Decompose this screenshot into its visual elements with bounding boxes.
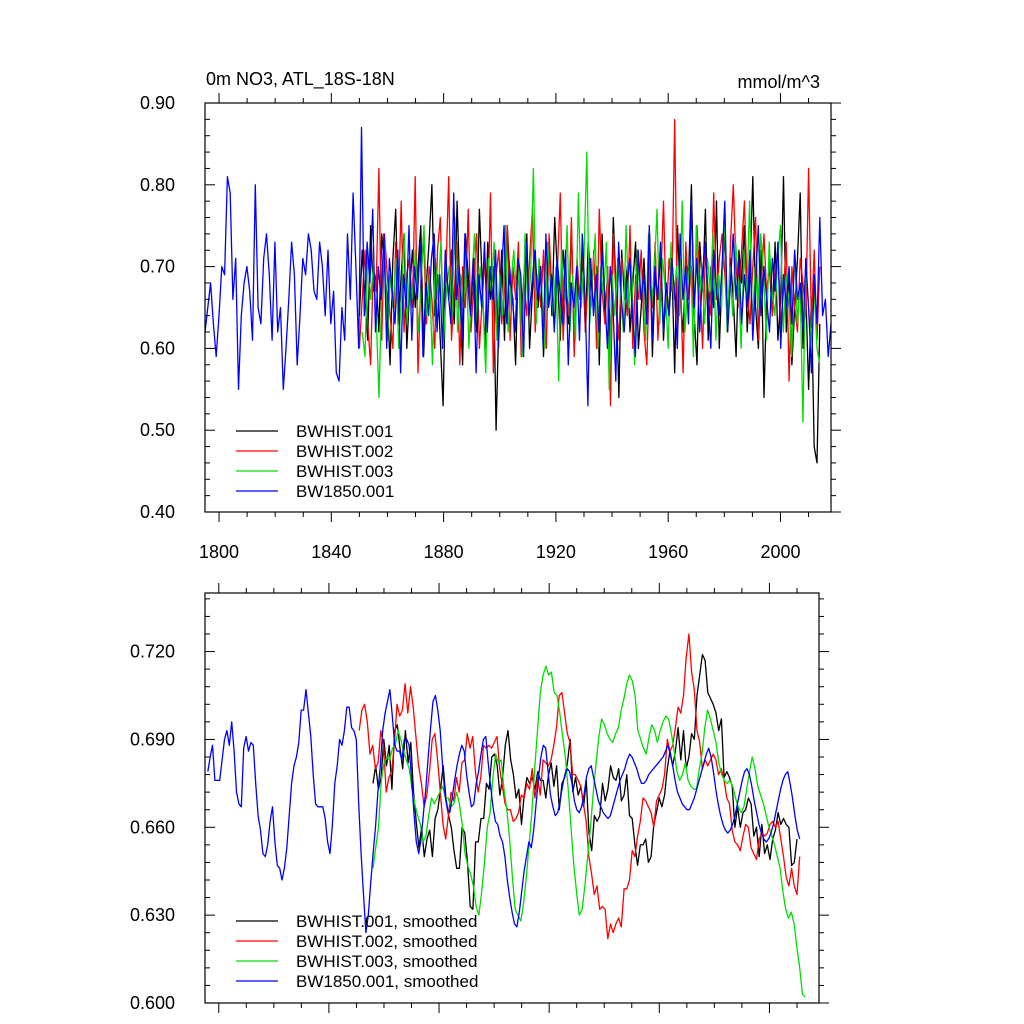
y-tick-label: 0.660 (130, 817, 175, 837)
x-tick-label: 1840 (311, 542, 351, 562)
top-chart-units: mmol/m^3 (738, 72, 820, 92)
top-plot-frame (204, 102, 832, 513)
legend-label: BWHIST.001, smoothed (296, 912, 477, 931)
series-line-bottom-4 (207, 688, 801, 934)
legend-label: BW1850.001 (296, 482, 394, 501)
top-chart-title: 0m NO3, ATL_18S-18N (206, 69, 395, 90)
x-tick-label: 2000 (760, 542, 800, 562)
y-tick-label: 0.80 (140, 175, 175, 195)
legend-label: BWHIST.003, smoothed (296, 952, 477, 971)
series-line-bottom-2 (358, 633, 801, 940)
top-panel: 0m NO3, ATL_18S-18N mmol/m^3 1800 1840 188… (140, 69, 841, 562)
bottom-plot-frame (204, 592, 820, 1004)
y-tick-label: 0.50 (140, 420, 175, 440)
legend-label: BWHIST.001 (296, 422, 393, 441)
y-tick-label: 0.70 (140, 257, 175, 277)
x-tick-label: 1800 (199, 542, 239, 562)
top-series-layer (204, 118, 832, 464)
legend-label: BWHIST.002, smoothed (296, 932, 477, 951)
bottom-panel: 0.600 0.630 0.660 0.690 0.720 BWHIST.001, sm… (130, 583, 829, 1013)
legend-label: BWHIST.003 (296, 462, 393, 481)
y-tick-label: 0.90 (140, 93, 175, 113)
series-line-bottom-1 (372, 653, 798, 910)
bottom-series-layer (207, 633, 806, 998)
legend-label: BW1850.001, smoothed (296, 972, 478, 991)
x-tick-label: 1960 (648, 542, 688, 562)
x-tick-label: 1920 (536, 542, 576, 562)
y-tick-label: 0.60 (140, 338, 175, 358)
bottom-axis-ticks: 0.600 0.630 0.660 0.690 0.720 (130, 583, 829, 1013)
x-tick-label: 1880 (424, 542, 464, 562)
top-axis-ticks: 1800 1840 1880 1920 1960 2000 0.40 0.50 0.60 0.70… (140, 93, 841, 562)
y-tick-label: 0.720 (130, 642, 175, 662)
y-tick-label: 0.630 (130, 905, 175, 925)
series-line-top-4 (204, 126, 832, 407)
y-tick-label: 0.600 (130, 993, 175, 1013)
y-tick-label: 0.40 (140, 502, 175, 522)
legend-label: BWHIST.002 (296, 442, 393, 461)
y-tick-label: 0.690 (130, 729, 175, 749)
